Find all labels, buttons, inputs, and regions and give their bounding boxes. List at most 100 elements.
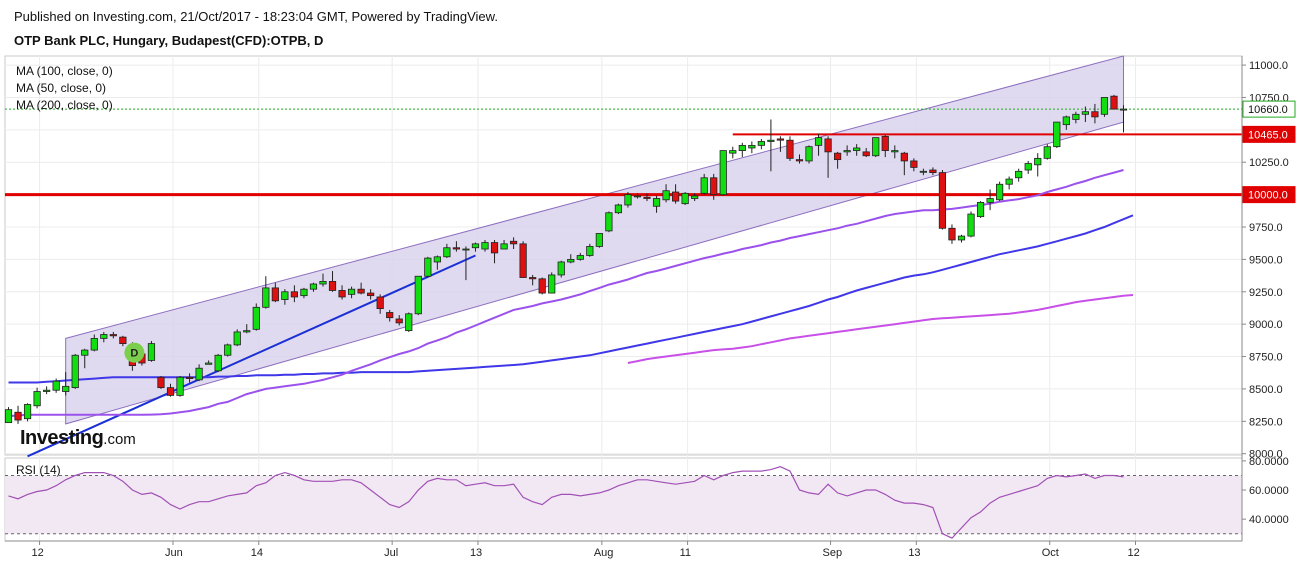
candle-down xyxy=(328,281,337,291)
candle-up xyxy=(976,201,985,218)
candle-up xyxy=(614,204,623,214)
candle-down xyxy=(185,376,194,379)
ma50-line xyxy=(8,169,1124,418)
rsi-label: RSI (14) xyxy=(16,463,61,477)
candle-up xyxy=(4,409,13,424)
y-tick-label: 10250.0 xyxy=(1249,157,1289,169)
candle-up xyxy=(281,291,289,300)
logo-suffix: .com xyxy=(103,431,136,448)
price-tag-label: 10660.0 xyxy=(1248,104,1288,116)
candle-down xyxy=(490,242,499,254)
candle-down xyxy=(795,159,804,162)
candle-down xyxy=(834,152,842,161)
x-tick-label: 11 xyxy=(680,547,691,559)
candle-down xyxy=(776,138,785,141)
candle-down xyxy=(166,387,175,396)
candle-up xyxy=(481,242,489,250)
candle-up xyxy=(433,256,441,263)
published-line: Published on Investing.com, 21/Oct/2017 … xyxy=(14,9,498,24)
candle-up xyxy=(90,338,98,351)
last-price-tag xyxy=(1242,100,1296,118)
candle-up xyxy=(633,195,642,198)
candle-up xyxy=(805,146,813,162)
candle-up xyxy=(624,194,632,206)
candle-up xyxy=(757,141,765,146)
candle-down xyxy=(109,334,117,337)
candle-up xyxy=(1043,146,1051,159)
candle-up xyxy=(33,391,41,407)
candle-up xyxy=(1081,111,1089,115)
y-tick-label: 11000.0 xyxy=(1249,60,1288,72)
candle-up xyxy=(81,349,89,356)
candle-up xyxy=(567,258,575,263)
candle-up xyxy=(414,275,422,315)
candle-up xyxy=(1100,97,1109,115)
candle-down xyxy=(824,138,832,153)
candle-up xyxy=(176,376,184,396)
candle-up xyxy=(23,404,32,420)
price-tag-label: 10465.0 xyxy=(1248,129,1288,141)
candle-up xyxy=(843,150,851,153)
candle-up xyxy=(224,344,232,356)
candle-up xyxy=(424,257,432,277)
candle-down xyxy=(1091,111,1099,118)
candle-up xyxy=(729,150,737,154)
candle-up xyxy=(595,233,603,247)
candle-down xyxy=(881,135,889,151)
candle-up xyxy=(1015,170,1023,179)
candle-up xyxy=(1062,116,1070,126)
x-tick-label: Aug xyxy=(594,547,614,559)
candle-down xyxy=(672,191,680,202)
event-badge xyxy=(124,342,145,363)
candle-up xyxy=(405,313,413,332)
candle-up xyxy=(605,212,613,232)
level-price-tag xyxy=(1242,125,1296,143)
candle-up xyxy=(500,243,508,250)
candle-up xyxy=(205,362,213,365)
candle-up xyxy=(471,243,480,249)
candle-up xyxy=(214,354,222,372)
candle-up xyxy=(1119,108,1128,111)
candle-up xyxy=(300,288,308,297)
ma200-line xyxy=(627,294,1134,364)
candle-up xyxy=(681,192,689,205)
x-tick-label: Oct xyxy=(1042,547,1059,559)
candle-down xyxy=(862,151,870,157)
x-tick-label: Jul xyxy=(384,547,398,559)
candle-up xyxy=(309,283,318,290)
candle-down xyxy=(14,411,22,421)
candle-down xyxy=(710,177,718,196)
candle-down xyxy=(938,172,947,229)
candle-up xyxy=(700,177,708,194)
candle-up xyxy=(957,235,966,241)
y-tick-label: 9500.0 xyxy=(1249,254,1283,266)
candle-up xyxy=(652,198,661,207)
x-tick-label: 14 xyxy=(251,547,263,559)
rsi-tick-label: 60.0000 xyxy=(1249,485,1289,497)
candle-down xyxy=(367,292,375,297)
candle-up xyxy=(919,170,927,173)
candle-up xyxy=(1053,121,1061,148)
candle-up xyxy=(243,330,251,333)
candle-up xyxy=(748,144,756,149)
candle-up xyxy=(691,195,699,199)
candle-down xyxy=(376,296,384,310)
x-tick-label: 12 xyxy=(1128,547,1140,559)
candle-down xyxy=(910,160,918,168)
candle-down xyxy=(452,247,461,250)
candle-up xyxy=(147,343,156,361)
candle-up xyxy=(319,281,327,285)
y-tick-label: 9000.0 xyxy=(1249,319,1283,331)
y-tick-label: 8750.0 xyxy=(1249,352,1283,364)
x-tick-label: Jun xyxy=(165,547,183,559)
candle-up xyxy=(996,183,1004,201)
candle-up xyxy=(262,287,270,308)
candle-up xyxy=(195,367,203,381)
candle-up xyxy=(462,248,470,251)
rsi-line xyxy=(8,466,1124,539)
candle-up xyxy=(347,288,356,295)
candle-down xyxy=(948,227,956,241)
candle-down xyxy=(338,290,346,298)
candle-down xyxy=(509,240,518,245)
